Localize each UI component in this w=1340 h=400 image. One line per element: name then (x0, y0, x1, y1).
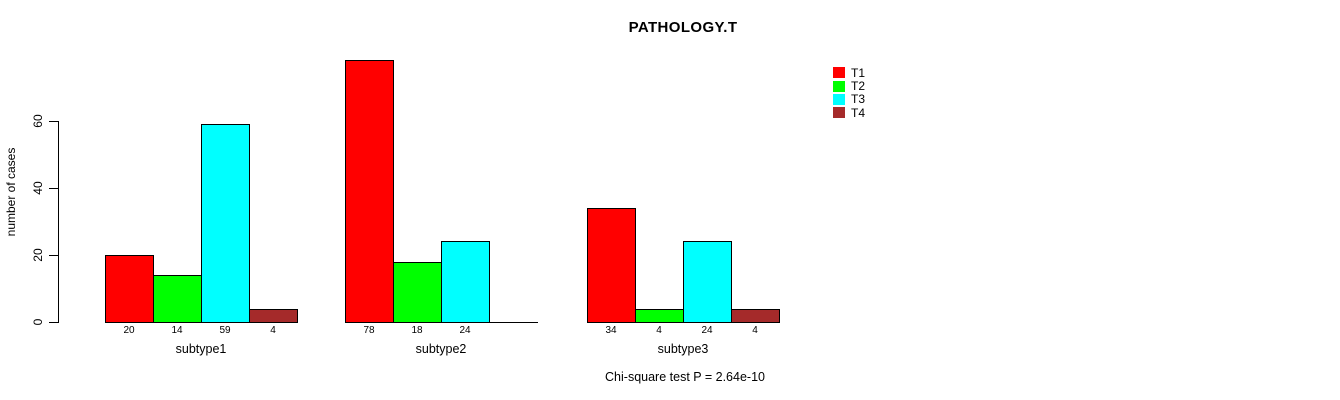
bar-value-label-subtype2-T2: 18 (411, 325, 423, 336)
category-label-subtype1: subtype1 (175, 342, 227, 356)
y-tick (49, 255, 58, 256)
legend-label-T1: T1 (851, 65, 866, 80)
y-axis-line (58, 121, 59, 323)
bar-subtype2-T3 (441, 241, 490, 323)
bar-value-label-subtype3-T4: 4 (752, 325, 758, 336)
bar-value-label-subtype2-T1: 78 (363, 325, 375, 336)
bar-subtype2-T4-zero (489, 322, 538, 323)
y-tick-label: 20 (31, 248, 45, 262)
legend: T1 T2 T3 T4 (833, 66, 865, 120)
legend-swatch-T4 (833, 107, 845, 119)
bar-value-label-subtype3-T2: 4 (656, 325, 662, 336)
legend-label-T2: T2 (851, 79, 866, 94)
bar-subtype2-T1 (345, 60, 394, 323)
bar-subtype1-T1 (105, 255, 154, 323)
category-label-subtype3: subtype3 (657, 342, 709, 356)
legend-swatch-T1 (833, 67, 845, 79)
legend-item-T3: T3 (833, 93, 865, 106)
y-tick (49, 188, 58, 189)
bar-subtype3-T2 (635, 309, 684, 323)
category-label-subtype2: subtype2 (415, 342, 467, 356)
bar-value-label-subtype1-T1: 20 (123, 325, 135, 336)
bar-value-label-subtype1-T3: 59 (219, 325, 231, 336)
bar-value-label-subtype2-T3: 24 (459, 325, 471, 336)
bar-subtype1-T4 (249, 309, 298, 323)
bar-subtype1-T3 (201, 124, 250, 323)
bar-subtype3-T1 (587, 208, 636, 323)
bar-value-label-subtype3-T1: 34 (605, 325, 617, 336)
bar-subtype1-T2 (153, 275, 202, 323)
bar-subtype3-T4 (731, 309, 780, 323)
legend-label-T3: T3 (851, 92, 866, 107)
bar-value-label-subtype1-T2: 14 (171, 325, 183, 336)
bar-subtype3-T3 (683, 241, 732, 323)
bar-value-label-subtype1-T4: 4 (270, 325, 276, 336)
y-tick-label: 60 (31, 114, 45, 128)
y-tick (49, 121, 58, 122)
y-tick-label: 40 (31, 181, 45, 195)
y-tick-label: 0 (31, 318, 45, 326)
legend-item-T2: T2 (833, 79, 865, 92)
y-tick (49, 322, 58, 323)
legend-swatch-T3 (833, 93, 845, 105)
bar-subtype2-T2 (393, 262, 442, 323)
bar-value-label-subtype3-T3: 24 (701, 325, 713, 336)
legend-item-T4: T4 (833, 106, 865, 119)
legend-label-T4: T4 (851, 105, 866, 120)
legend-item-T1: T1 (833, 66, 865, 79)
legend-swatch-T2 (833, 80, 845, 92)
chi-square-note: Chi-square test P = 2.64e-10 (605, 370, 765, 384)
chart-title: PATHOLOGY.T (628, 19, 738, 36)
